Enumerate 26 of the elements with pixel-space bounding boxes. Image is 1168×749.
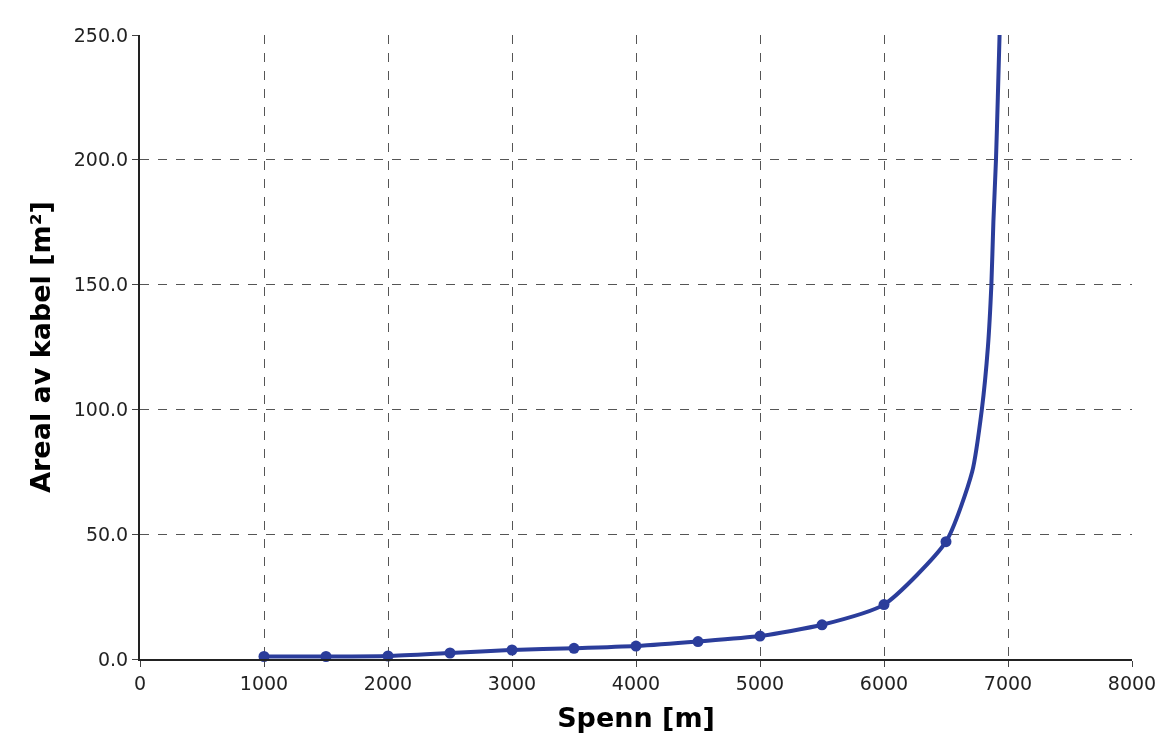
point bbox=[506, 644, 518, 656]
point bbox=[940, 536, 952, 548]
x-tick-label: 2000 bbox=[363, 671, 413, 694]
y-tick-label: 150.0 bbox=[73, 273, 129, 296]
point bbox=[878, 599, 890, 611]
x-tick-label: 4000 bbox=[611, 671, 661, 694]
x-tick-label: 5000 bbox=[735, 671, 785, 694]
x-tick-label: 8000 bbox=[1107, 671, 1157, 694]
x-axis-title: Spenn [m] bbox=[557, 701, 715, 733]
y-axis-title: Areal av kabel [m²] bbox=[25, 201, 57, 493]
point bbox=[692, 636, 704, 648]
x-tick-label: 7000 bbox=[983, 671, 1033, 694]
x-tick-label: 0 bbox=[133, 671, 147, 694]
y-tick-label: 250.0 bbox=[73, 23, 129, 46]
point bbox=[630, 640, 642, 652]
y-tick-label: 100.0 bbox=[73, 398, 129, 421]
point bbox=[816, 619, 828, 631]
y-tick-label: 200.0 bbox=[73, 148, 129, 171]
x-tick-label: 1000 bbox=[239, 671, 289, 694]
x-tick-label: 3000 bbox=[487, 671, 537, 694]
x-tick-label: 6000 bbox=[859, 671, 909, 694]
y-tick-label: 50.0 bbox=[85, 522, 129, 545]
y-tick-label: 0.0 bbox=[97, 647, 129, 670]
point bbox=[568, 642, 580, 654]
point bbox=[444, 647, 456, 659]
point bbox=[754, 630, 766, 642]
